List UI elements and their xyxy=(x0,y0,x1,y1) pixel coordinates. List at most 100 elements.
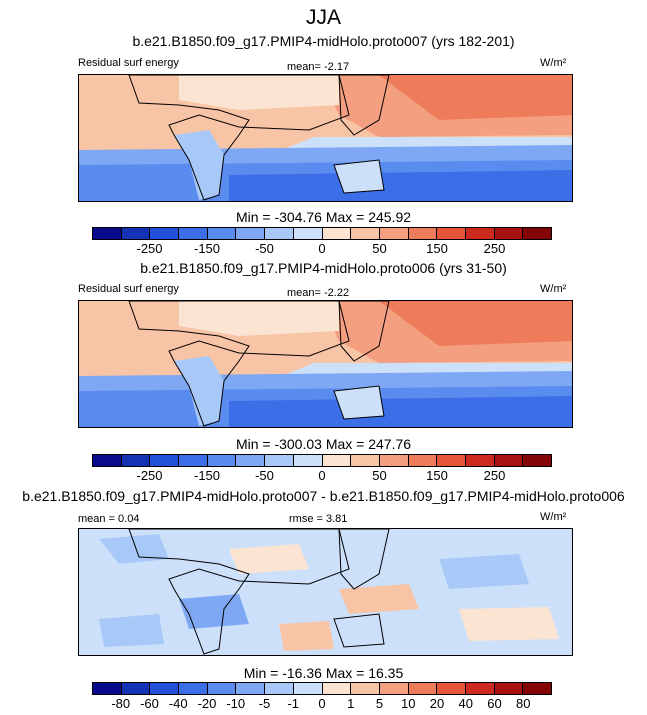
panel1-left-label: Residual surf energy xyxy=(78,57,179,69)
colorbar-swatch xyxy=(379,228,409,239)
colorbar-swatch xyxy=(351,683,380,694)
colorbar-swatch xyxy=(207,228,237,239)
colorbar-swatch xyxy=(293,683,323,694)
colorbar-tick-label: 0 xyxy=(318,468,326,483)
colorbar-swatch xyxy=(179,228,208,239)
colorbar-swatch xyxy=(265,683,294,694)
panel2-mean-label: mean= -2.22 xyxy=(287,287,350,299)
panel1-mean-label: mean= -2.17 xyxy=(287,61,350,73)
colorbar-diff-ticks: -80 -60 -40 -20 -10 -5 -1 0 1 5 10 20 40 60 80 xyxy=(0,696,647,712)
panel3-subtitle: b.e21.B1850.f09_g17.PMIP4-midHolo.proto0… xyxy=(22,488,625,504)
colorbar-tick-label: -150 xyxy=(193,468,221,483)
colorbar-swatch xyxy=(523,683,551,694)
colorbar-swatch xyxy=(293,228,323,239)
panel2-left-label: Residual surf energy xyxy=(78,283,179,295)
colorbar-swatch xyxy=(150,455,180,466)
colorbar-tick-label: 250 xyxy=(483,468,506,483)
colorbar-tick-label: 80 xyxy=(516,696,531,711)
colorbar-tick-label: 150 xyxy=(426,241,448,256)
colorbar-swatch xyxy=(322,455,352,466)
colorbar-swatch xyxy=(379,683,409,694)
colorbar-swatch xyxy=(150,683,180,694)
colorbar-swatch xyxy=(121,228,151,239)
colorbar-swatch xyxy=(93,455,122,466)
panel3-rmse-label: rmse = 3.81 xyxy=(289,513,348,525)
colorbar-tick-label: -250 xyxy=(136,468,163,483)
colorbar-tick-label: 50 xyxy=(372,468,387,483)
colorbar-abs-1 xyxy=(92,227,552,240)
colorbar-swatch xyxy=(465,455,495,466)
colorbar-abs-2 xyxy=(92,454,552,467)
colorbar-abs-1-ticks: -250 -150 -50 0 50 150 250 xyxy=(0,241,647,257)
colorbar-swatch xyxy=(179,455,208,466)
colorbar-swatch xyxy=(494,228,524,239)
colorbar-swatch xyxy=(207,683,237,694)
panel1-subtitle: b.e21.B1850.f09_g17.PMIP4-midHolo.proto0… xyxy=(132,33,515,49)
colorbar-tick-label: 10 xyxy=(401,696,416,711)
colorbar-tick-label: 5 xyxy=(375,696,384,711)
colorbar-swatch xyxy=(351,228,380,239)
panel1-map-svg xyxy=(79,75,572,201)
panel3-units-label: W/m² xyxy=(540,511,567,523)
colorbar-swatch xyxy=(93,228,122,239)
colorbar-tick-label: 250 xyxy=(483,241,506,256)
colorbar-diff xyxy=(92,682,552,695)
colorbar-swatch xyxy=(494,455,524,466)
panel2-units-label: W/m² xyxy=(540,283,567,295)
panel3-map xyxy=(78,528,573,656)
colorbar-swatch xyxy=(322,228,352,239)
colorbar-tick-label: 20 xyxy=(429,696,445,711)
colorbar-tick-label: -40 xyxy=(168,696,188,711)
colorbar-swatch xyxy=(322,683,352,694)
colorbar-tick-label: -20 xyxy=(197,696,217,711)
panel2-map xyxy=(78,300,573,428)
colorbar-tick-label: 60 xyxy=(487,696,502,711)
colorbar-tick-label: 40 xyxy=(458,696,473,711)
colorbar-swatch xyxy=(293,455,323,466)
colorbar-abs-2-ticks: -250 -150 -50 0 50 150 250 xyxy=(0,468,647,484)
colorbar-tick-label: 0 xyxy=(318,696,326,711)
colorbar-swatch xyxy=(121,683,151,694)
panel3-mean-label: mean = 0.04 xyxy=(78,513,140,525)
panel3-map-svg xyxy=(79,529,572,655)
colorbar-swatch xyxy=(265,455,294,466)
colorbar-swatch xyxy=(523,228,551,239)
colorbar-tick-label: 50 xyxy=(372,241,387,256)
colorbar-tick-label: -60 xyxy=(140,696,159,711)
colorbar-tick-label: -80 xyxy=(111,696,131,711)
panel3-minmax: Min = -16.36 Max = 16.35 xyxy=(243,665,404,681)
colorbar-swatch xyxy=(408,455,438,466)
colorbar-swatch xyxy=(465,683,495,694)
panel1-map xyxy=(78,74,573,202)
colorbar-swatch xyxy=(236,683,266,694)
colorbar-swatch xyxy=(179,683,208,694)
colorbar-tick-label: -10 xyxy=(226,696,246,711)
colorbar-swatch xyxy=(523,455,551,466)
colorbar-swatch xyxy=(494,683,524,694)
colorbar-tick-label: 1 xyxy=(347,696,355,711)
colorbar-swatch xyxy=(408,228,438,239)
colorbar-swatch xyxy=(437,455,466,466)
panel2-subtitle: b.e21.B1850.f09_g17.PMIP4-midHolo.proto0… xyxy=(140,260,507,276)
panel1-units-label: W/m² xyxy=(540,57,567,69)
colorbar-swatch xyxy=(150,228,180,239)
panel2-map-svg xyxy=(79,301,572,427)
panel1-minmax: Min = -304.76 Max = 245.92 xyxy=(235,209,412,225)
colorbar-swatch xyxy=(465,228,495,239)
colorbar-swatch xyxy=(207,455,237,466)
colorbar-swatch xyxy=(351,455,380,466)
colorbar-swatch xyxy=(265,228,294,239)
colorbar-swatch xyxy=(437,228,466,239)
colorbar-tick-label: -50 xyxy=(255,468,274,483)
colorbar-tick-label: -150 xyxy=(193,241,221,256)
colorbar-tick-label: 0 xyxy=(318,241,326,256)
colorbar-tick-label: -1 xyxy=(287,696,300,711)
colorbar-swatch xyxy=(408,683,438,694)
colorbar-swatch xyxy=(379,455,409,466)
colorbar-swatch xyxy=(93,683,122,694)
colorbar-swatch xyxy=(236,455,266,466)
panel2-minmax: Min = -300.03 Max = 247.76 xyxy=(235,436,412,452)
colorbar-tick-label: 150 xyxy=(426,468,448,483)
plot-title: JJA xyxy=(305,6,341,29)
colorbar-swatch xyxy=(236,228,266,239)
